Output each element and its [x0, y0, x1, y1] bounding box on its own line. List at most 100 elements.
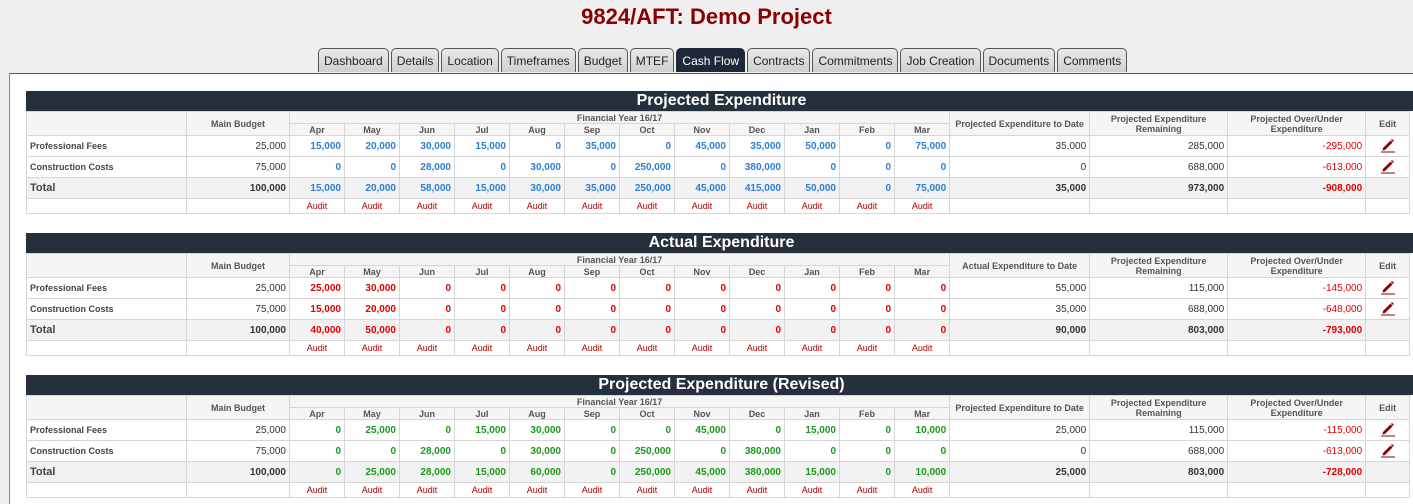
month-header: Jul — [454, 265, 510, 278]
month-value: 250,000 — [619, 461, 675, 483]
audit-link[interactable]: Audit — [564, 340, 620, 356]
table-row: Professional Fees 25,000 25,000 30,000 0 0 0 0 0… — [26, 277, 1411, 299]
edit-header: Edit — [1365, 395, 1411, 420]
section-title: Actual Expenditure — [26, 233, 1413, 253]
audit-link[interactable]: Audit — [729, 482, 785, 498]
month-value: 0 — [674, 440, 730, 462]
month-value: 380,000 — [729, 461, 785, 483]
audit-link[interactable]: Audit — [784, 340, 840, 356]
month-value: 35,000 — [564, 135, 620, 157]
audit-link[interactable]: Audit — [564, 482, 620, 498]
audit-link[interactable]: Audit — [619, 340, 675, 356]
audit-link[interactable]: Audit — [674, 198, 730, 214]
audit-link[interactable]: Audit — [564, 198, 620, 214]
month-value: 380,000 — [729, 156, 785, 178]
month-value: 30,000 — [509, 177, 565, 199]
month-header: Nov — [674, 123, 730, 136]
month-header: Aug — [509, 407, 565, 420]
month-value: 0 — [729, 319, 785, 341]
audit-link[interactable]: Audit — [454, 482, 510, 498]
edit-pencil-icon[interactable] — [1380, 158, 1396, 174]
month-value: 45,000 — [674, 135, 730, 157]
to-date-header: Projected Expenditure to Date — [949, 395, 1091, 420]
edit-pencil-icon[interactable] — [1380, 279, 1396, 295]
month-value: 20,000 — [344, 298, 400, 320]
month-value: 0 — [289, 419, 345, 441]
main-budget-value: 100,000 — [186, 177, 290, 199]
tab-budget[interactable]: Budget — [577, 48, 628, 72]
audit-link[interactable]: Audit — [674, 340, 730, 356]
edit-pencil-icon[interactable] — [1380, 137, 1396, 153]
month-value: 28,000 — [399, 461, 455, 483]
edit-header: Edit — [1365, 111, 1411, 136]
over-under-header: Projected Over/Under Expenditure — [1227, 111, 1367, 136]
audit-link[interactable]: Audit — [344, 340, 400, 356]
month-value: 0 — [839, 298, 895, 320]
table-row: Construction Costs 75,000 0 0 28,000 0 30,000 0… — [26, 156, 1411, 178]
tab-details[interactable]: Details — [390, 48, 440, 72]
month-header: Mar — [893, 123, 951, 136]
audit-link[interactable]: Audit — [344, 198, 400, 214]
month-value: 50,000 — [344, 319, 400, 341]
tab-cash-flow[interactable]: Cash Flow — [676, 48, 746, 72]
audit-link[interactable]: Audit — [289, 482, 345, 498]
audit-link[interactable]: Audit — [454, 340, 510, 356]
tab-documents[interactable]: Documents — [982, 48, 1056, 72]
row-label: Construction Costs — [26, 156, 187, 178]
header-row: Main Budget Financial Year 16/17 Actual Ex… — [26, 253, 1411, 278]
audit-link[interactable]: Audit — [784, 482, 840, 498]
edit-pencil-icon[interactable] — [1380, 300, 1396, 316]
audit-link[interactable]: Audit — [619, 482, 675, 498]
audit-link[interactable]: Audit — [289, 198, 345, 214]
over-under-value: -728,000 — [1227, 461, 1367, 483]
audit-link[interactable]: Audit — [509, 198, 565, 214]
month-value: 0 — [454, 298, 510, 320]
edit-pencil-icon[interactable] — [1380, 442, 1396, 458]
tab-location[interactable]: Location — [441, 48, 499, 72]
month-value: 0 — [619, 419, 675, 441]
audit-link[interactable]: Audit — [893, 198, 951, 214]
audit-link[interactable]: Audit — [839, 198, 895, 214]
tab-job-creation[interactable]: Job Creation — [900, 48, 981, 72]
expenditure-section: Projected Expenditure (Revised) Main Budg… — [26, 375, 1413, 498]
to-date-header: Actual Expenditure to Date — [949, 253, 1091, 278]
over-under-value: -793,000 — [1227, 319, 1367, 341]
remaining-value: 688,000 — [1089, 156, 1229, 178]
month-value: 0 — [893, 440, 951, 462]
month-value: 0 — [509, 135, 565, 157]
to-date-value: 25,000 — [949, 419, 1091, 441]
audit-link[interactable]: Audit — [784, 198, 840, 214]
tab-contracts[interactable]: Contracts — [747, 48, 811, 72]
audit-link[interactable]: Audit — [839, 482, 895, 498]
audit-link[interactable]: Audit — [289, 340, 345, 356]
audit-link[interactable]: Audit — [839, 340, 895, 356]
tab-mtef[interactable]: MTEF — [629, 48, 675, 72]
audit-link[interactable]: Audit — [399, 482, 455, 498]
tab-comments[interactable]: Comments — [1057, 48, 1128, 72]
audit-link[interactable]: Audit — [729, 340, 785, 356]
audit-link[interactable]: Audit — [454, 198, 510, 214]
audit-link[interactable]: Audit — [509, 482, 565, 498]
audit-blank — [949, 340, 1091, 356]
audit-link[interactable]: Audit — [893, 482, 951, 498]
edit-pencil-icon[interactable] — [1380, 421, 1396, 437]
month-header: Aug — [509, 123, 565, 136]
month-header: Feb — [839, 407, 895, 420]
tab-timeframes[interactable]: Timeframes — [500, 48, 576, 72]
month-value: 0 — [344, 156, 400, 178]
audit-link[interactable]: Audit — [399, 340, 455, 356]
audit-link[interactable]: Audit — [399, 198, 455, 214]
audit-link[interactable]: Audit — [344, 482, 400, 498]
month-value: 40,000 — [289, 319, 345, 341]
audit-link[interactable]: Audit — [619, 198, 675, 214]
audit-link[interactable]: Audit — [509, 340, 565, 356]
audit-link[interactable]: Audit — [893, 340, 951, 356]
month-header: Sep — [564, 265, 620, 278]
audit-link[interactable]: Audit — [729, 198, 785, 214]
tab-commitments[interactable]: Commitments — [812, 48, 899, 72]
audit-link[interactable]: Audit — [674, 482, 730, 498]
header-blank — [26, 111, 187, 136]
tab-dashboard[interactable]: Dashboard — [318, 48, 389, 72]
month-value: 15,000 — [289, 298, 345, 320]
edit-cell — [1365, 156, 1411, 178]
